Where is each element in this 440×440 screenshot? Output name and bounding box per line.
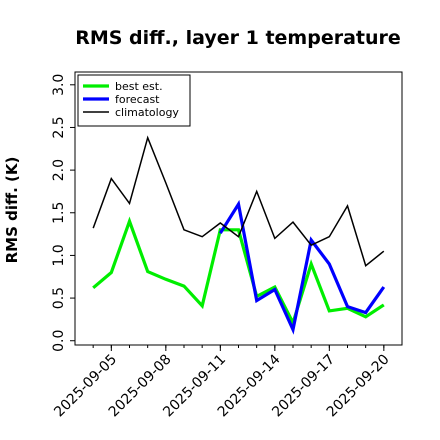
y-tick-label: 3.0: [51, 74, 67, 96]
legend-label: climatology: [115, 106, 179, 119]
legend-label: best est.: [115, 80, 163, 93]
y-tick-label: 2.5: [51, 116, 67, 138]
y-tick-label: 2.0: [51, 159, 67, 181]
y-tick-label: 0.5: [51, 287, 67, 309]
series-lines: [92, 135, 386, 335]
legend-box: [77, 74, 191, 127]
series-line-best-est: [92, 216, 385, 328]
series-line-climatology: [92, 135, 385, 267]
y-tick-label: 1.5: [51, 202, 67, 224]
series-line-forecast: [218, 199, 386, 335]
legend-label: forecast: [115, 93, 160, 106]
y-tick-label: 0.0: [51, 330, 67, 352]
chart-title: RMS diff., layer 1 temperature: [75, 27, 401, 49]
y-axis-label: RMS diff. (K): [3, 157, 21, 264]
y-tick-label: 1.0: [51, 244, 67, 266]
